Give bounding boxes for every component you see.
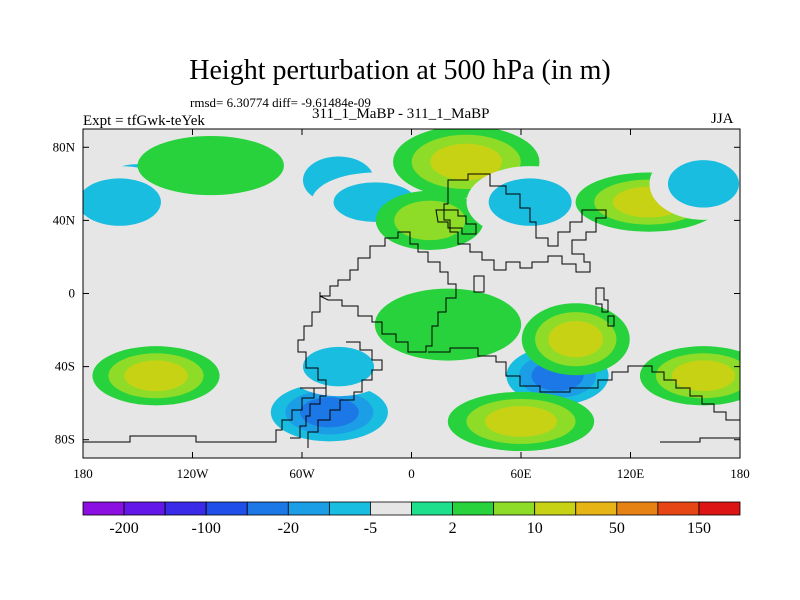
colorbar-box: [657, 501, 700, 516]
experiment-label: Expt = tfGwk-teYek: [83, 113, 205, 129]
axis-ticks: 180 120W 60W 0 60E 120E 180 80N 40N 0 40S 80S: [53, 129, 750, 481]
colorbar-label: -5: [364, 520, 377, 537]
contour-level: [430, 143, 503, 181]
colorbar: -200 -100 -20 -5 2 10 50 150: [82, 501, 741, 537]
colorbar-box: [575, 501, 618, 516]
contour-level: [485, 406, 557, 437]
colorbar-box: [452, 501, 495, 516]
contour-level: [394, 200, 466, 241]
colorbar-box: [698, 501, 741, 516]
colorbar-label: 2: [449, 520, 457, 537]
contour-level: [488, 178, 572, 226]
colorbar-box: [411, 501, 453, 516]
contour-feature: [137, 135, 284, 196]
contour-feature: [374, 288, 522, 361]
contour-feature: [639, 346, 740, 406]
contour-feature: [466, 166, 594, 239]
contour-feature: [375, 190, 484, 250]
colorbar-box: [123, 501, 166, 516]
contour-level: [302, 346, 375, 387]
contour-feature: [284, 337, 393, 397]
colorbar-box: [534, 501, 577, 516]
colorbar-box: [616, 501, 659, 516]
contour-level: [548, 320, 604, 358]
colorbar-box: [328, 501, 371, 516]
y-tick-label: 80N: [53, 139, 76, 154]
x-tick-label: 60W: [289, 466, 315, 481]
colorbar-label: 150: [687, 520, 711, 537]
y-tick-label: 80S: [55, 432, 75, 447]
contour-fields: [83, 129, 740, 452]
contour-level: [300, 397, 359, 428]
colorbar-box: [246, 501, 289, 516]
chart-title: Height perturbation at 500 hPa (in m): [189, 55, 611, 86]
season-label: JJA: [711, 111, 734, 127]
colorbar-label: 50: [609, 520, 625, 537]
stats-text: rmsd= 6.30774 diff= -9.61484e-09: [190, 95, 371, 110]
contour-level: [374, 288, 522, 361]
contour-level: [83, 178, 161, 226]
coastlines: [83, 173, 740, 448]
colorbar-label: -100: [192, 520, 221, 537]
contour-level: [671, 360, 736, 392]
x-tick-label: 180: [730, 466, 750, 481]
colorbar-box: [370, 501, 412, 516]
x-tick-label: 60E: [511, 466, 532, 481]
y-tick-label: 40N: [53, 212, 76, 227]
colorbar-box: [164, 501, 207, 516]
x-tick-label: 120E: [617, 466, 645, 481]
contour-feature: [92, 346, 220, 406]
x-tick-label: 120W: [177, 466, 210, 481]
contour-level: [667, 160, 740, 208]
colorbar-label: -20: [278, 520, 299, 537]
colorbar-label: 10: [527, 520, 543, 537]
case-label: 311_1_MaBP - 311_1_MaBP: [312, 106, 490, 122]
colorbar-box: [205, 501, 248, 516]
x-tick-label: 0: [408, 466, 415, 481]
colorbar-label: -200: [109, 520, 138, 537]
colorbar-box: [493, 501, 536, 516]
x-tick-label: 180: [73, 466, 93, 481]
contour-feature: [521, 303, 630, 376]
y-tick-label: 0: [69, 286, 76, 301]
contour-feature: [447, 391, 595, 452]
y-tick-label: 40S: [55, 359, 75, 374]
colorbar-box: [287, 501, 330, 516]
contour-level: [124, 360, 188, 392]
colorbar-box: [82, 501, 125, 516]
contour-level: [137, 135, 284, 196]
contour-feature: [649, 147, 740, 220]
